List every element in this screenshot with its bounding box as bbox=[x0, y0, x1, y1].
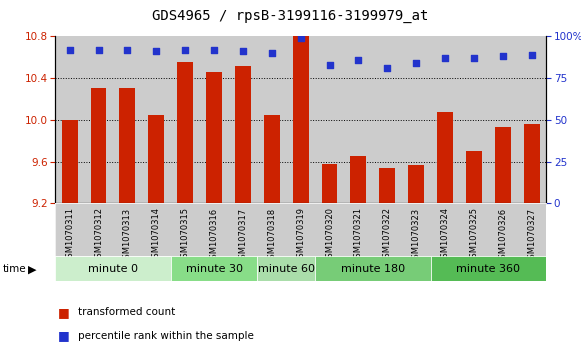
Point bbox=[238, 48, 248, 54]
Point bbox=[411, 60, 421, 66]
Point bbox=[354, 57, 363, 62]
Text: GSM1070323: GSM1070323 bbox=[412, 208, 421, 264]
Point bbox=[383, 65, 392, 71]
Point bbox=[267, 50, 277, 56]
Text: minute 0: minute 0 bbox=[88, 264, 138, 274]
Text: minute 360: minute 360 bbox=[457, 264, 521, 274]
Point bbox=[498, 53, 507, 59]
Bar bbox=[55, 256, 171, 281]
Point bbox=[209, 47, 218, 53]
Bar bbox=[495, 127, 511, 203]
Text: GSM1070312: GSM1070312 bbox=[94, 208, 103, 264]
Bar bbox=[293, 36, 309, 203]
Text: GDS4965 / rpsB-3199116-3199979_at: GDS4965 / rpsB-3199116-3199979_at bbox=[152, 9, 429, 23]
Text: GSM1070313: GSM1070313 bbox=[123, 208, 132, 264]
Text: minute 30: minute 30 bbox=[185, 264, 242, 274]
Point bbox=[325, 62, 334, 68]
Point bbox=[152, 48, 161, 54]
Text: ▶: ▶ bbox=[28, 264, 37, 274]
Text: transformed count: transformed count bbox=[78, 307, 175, 317]
Bar bbox=[206, 72, 222, 203]
Bar bbox=[91, 89, 106, 203]
Bar bbox=[177, 62, 193, 203]
Point bbox=[181, 47, 190, 53]
Bar bbox=[379, 168, 395, 203]
Text: GSM1070317: GSM1070317 bbox=[238, 208, 248, 264]
Bar bbox=[264, 115, 279, 203]
Text: GSM1070316: GSM1070316 bbox=[210, 208, 218, 264]
Bar bbox=[431, 256, 546, 281]
Text: ■: ■ bbox=[58, 329, 70, 342]
Point bbox=[440, 55, 450, 61]
Bar bbox=[171, 256, 257, 281]
Text: ■: ■ bbox=[58, 306, 70, 319]
Bar bbox=[62, 120, 78, 203]
Bar bbox=[437, 113, 453, 203]
Text: minute 180: minute 180 bbox=[341, 264, 405, 274]
Bar bbox=[257, 256, 315, 281]
Text: GSM1070322: GSM1070322 bbox=[383, 208, 392, 264]
Text: GSM1070311: GSM1070311 bbox=[65, 208, 74, 264]
Point bbox=[123, 47, 132, 53]
Text: GSM1070318: GSM1070318 bbox=[267, 208, 277, 264]
Point bbox=[469, 55, 479, 61]
Text: GSM1070315: GSM1070315 bbox=[181, 208, 189, 264]
Text: GSM1070320: GSM1070320 bbox=[325, 208, 334, 264]
Point bbox=[296, 35, 306, 41]
Bar bbox=[315, 256, 431, 281]
Text: minute 60: minute 60 bbox=[258, 264, 315, 274]
Bar bbox=[350, 156, 367, 203]
Point bbox=[527, 52, 536, 58]
Text: time: time bbox=[3, 264, 27, 274]
Text: percentile rank within the sample: percentile rank within the sample bbox=[78, 331, 254, 341]
Text: GSM1070321: GSM1070321 bbox=[354, 208, 363, 264]
Point bbox=[94, 47, 103, 53]
Bar bbox=[322, 164, 338, 203]
Text: GSM1070327: GSM1070327 bbox=[527, 208, 536, 264]
Bar bbox=[523, 124, 540, 203]
Bar bbox=[148, 115, 164, 203]
Text: GSM1070314: GSM1070314 bbox=[152, 208, 161, 264]
Bar bbox=[466, 151, 482, 203]
Text: GSM1070326: GSM1070326 bbox=[498, 208, 507, 264]
Text: GSM1070319: GSM1070319 bbox=[296, 208, 305, 264]
Text: GSM1070325: GSM1070325 bbox=[469, 208, 478, 264]
Bar bbox=[235, 66, 251, 203]
Text: GSM1070324: GSM1070324 bbox=[440, 208, 450, 264]
Bar bbox=[120, 89, 135, 203]
Point bbox=[65, 47, 74, 53]
Bar bbox=[408, 165, 424, 203]
